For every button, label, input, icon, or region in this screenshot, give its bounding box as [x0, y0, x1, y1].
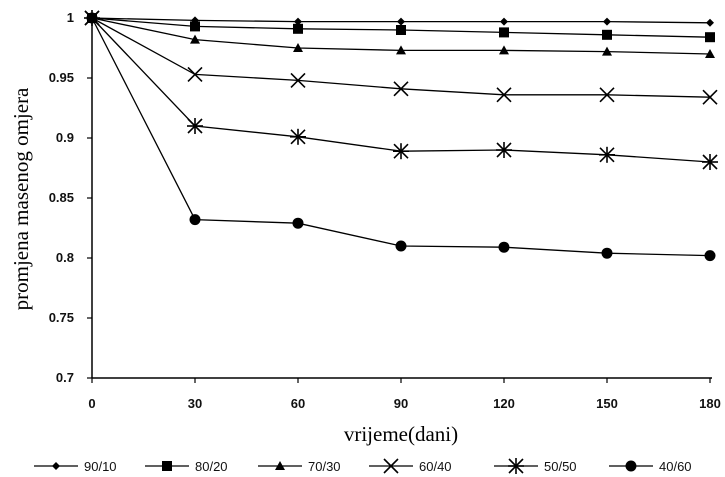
- data-point-5-5: [496, 142, 512, 158]
- data-point-5-4: [393, 143, 409, 160]
- data-point-3-4: [396, 45, 406, 55]
- legend-label-3: 70/30: [308, 459, 341, 474]
- x-tick-label: 180: [699, 396, 721, 411]
- legend-marker-3: [275, 461, 285, 470]
- data-point-1-3: [294, 17, 302, 26]
- x-axis-label: vrijeme(dani): [344, 422, 458, 446]
- data-point-4-3: [290, 72, 306, 88]
- data-point-3-3: [293, 43, 303, 52]
- data-point-6-6: [601, 247, 613, 259]
- y-tick-label: 1: [67, 10, 74, 25]
- y-tick-label: 0.85: [49, 190, 74, 205]
- y-tick-label: 0.95: [49, 70, 74, 85]
- series-line-5: [91, 17, 711, 163]
- axes: [87, 14, 712, 383]
- data-point-1-7: [706, 18, 714, 27]
- data-point-2-7: [705, 32, 715, 43]
- data-point-4-6: [599, 87, 615, 103]
- series-markers: [84, 10, 718, 262]
- data-point-6-1: [86, 12, 98, 24]
- data-point-3-2: [190, 34, 200, 44]
- data-point-6-2: [189, 214, 201, 226]
- data-point-6-4: [395, 240, 407, 252]
- y-tick-label: 0.8: [56, 250, 74, 265]
- legend-item-3: 70/30: [258, 459, 341, 474]
- x-tick-label: 60: [291, 396, 305, 411]
- y-axis-label: promjena masenog omjera: [9, 87, 33, 310]
- x-tick-label: 90: [394, 396, 408, 411]
- data-point-2-2: [190, 21, 200, 32]
- data-point-6-3: [292, 217, 304, 229]
- y-tick-label: 0.7: [56, 370, 74, 385]
- x-tick-label: 30: [188, 396, 202, 411]
- legend-marker-4: [383, 458, 399, 474]
- data-point-6-7: [704, 250, 716, 262]
- legend-marker-2: [162, 461, 172, 471]
- legend-item-6: 40/60: [609, 459, 692, 474]
- legend-label-5: 50/50: [544, 459, 577, 474]
- tick-labels: 0.7 0.75 0.8 0.85 0.9 0.95 1 0 30 60 90 120 150 180: [49, 10, 721, 411]
- legend-item-2: 80/20: [145, 459, 228, 474]
- data-point-2-6: [602, 29, 612, 40]
- data-point-5-7: [702, 154, 718, 170]
- legend-marker-5: [508, 458, 524, 474]
- data-point-1-6: [603, 17, 611, 26]
- data-point-3-6: [602, 46, 612, 56]
- x-tick-label: 0: [88, 396, 95, 411]
- data-point-1-5: [500, 17, 508, 26]
- data-point-5-2: [187, 118, 203, 134]
- y-tick-label: 0.9: [56, 130, 74, 145]
- legend-item-5: 50/50: [494, 458, 577, 474]
- legend-item-1: 90/10: [34, 459, 117, 474]
- legend-label-6: 40/60: [659, 459, 692, 474]
- legend: 90/10 80/20 70/30 60/40 50/50 40/60: [34, 458, 692, 474]
- legend-marker-6: [625, 460, 637, 472]
- data-point-1-4: [397, 17, 405, 26]
- data-point-4-7: [702, 89, 718, 105]
- x-tick-label: 150: [596, 396, 618, 411]
- legend-marker-1: [52, 462, 60, 470]
- data-point-2-3: [293, 23, 303, 34]
- data-point-3-5: [499, 45, 509, 55]
- x-tick-label: 120: [493, 396, 515, 411]
- data-point-5-6: [599, 146, 615, 163]
- data-point-2-4: [396, 25, 406, 35]
- data-point-4-2: [187, 66, 203, 82]
- data-point-4-5: [496, 87, 512, 103]
- legend-label-2: 80/20: [195, 459, 228, 474]
- y-tick-label: 0.75: [49, 310, 74, 325]
- data-point-4-4: [393, 81, 409, 97]
- legend-item-4: 60/40: [369, 458, 452, 474]
- legend-label-4: 60/40: [419, 459, 452, 474]
- data-point-3-7: [705, 49, 715, 58]
- legend-label-1: 90/10: [84, 459, 117, 474]
- data-point-6-5: [498, 241, 510, 253]
- data-point-2-5: [499, 27, 509, 38]
- data-point-5-3: [290, 128, 306, 145]
